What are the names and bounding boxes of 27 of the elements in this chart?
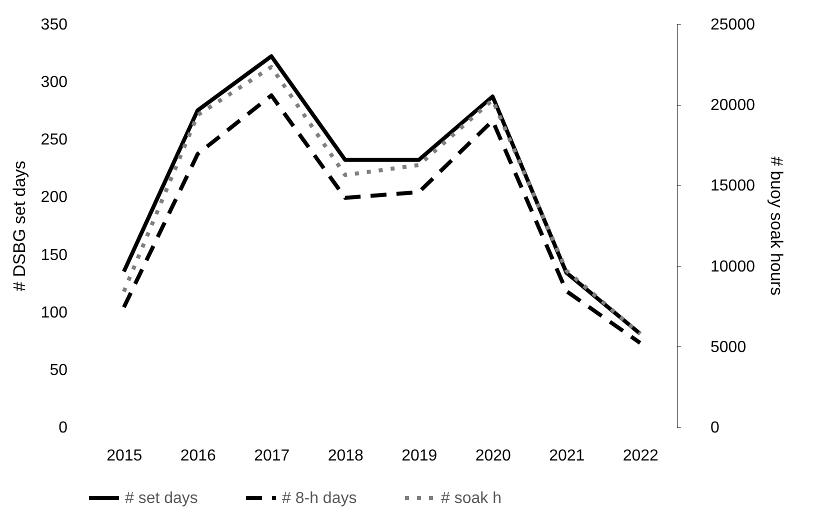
x-tick-label: 2016 <box>180 448 216 464</box>
x-tick-label: 2019 <box>402 448 438 464</box>
y-tick-label: 200 <box>40 189 68 206</box>
y-tick-label: 100 <box>40 304 68 322</box>
x-tick-label: 2017 <box>254 448 290 464</box>
y-tick-label: 0 <box>58 420 68 436</box>
y-tick-label: 350 <box>40 16 68 34</box>
legend-label: # set days <box>125 490 198 507</box>
y-axis-title: # DSBG set days <box>10 160 29 292</box>
x-tick-label: 2021 <box>549 448 585 464</box>
x-tick-label: 2020 <box>475 448 512 464</box>
y2-tick-label: 0 <box>710 420 720 436</box>
legend-label: # 8-h days <box>282 490 357 507</box>
x-tick-label: 2015 <box>106 448 142 464</box>
legend-label: # soak h <box>441 490 502 507</box>
y2-tick-label: 5000 <box>710 338 746 356</box>
y2-tick-label: 25000 <box>710 16 756 34</box>
y-tick-label: 50 <box>50 362 68 379</box>
y-tick-label: 250 <box>40 132 68 149</box>
y-tick-label: 150 <box>40 246 68 264</box>
y2-axis-title: # buoy soak hours <box>766 156 786 296</box>
x-tick-label: 2022 <box>622 448 659 464</box>
y-tick-label: 300 <box>40 74 68 92</box>
y2-tick-label: 15000 <box>710 178 756 195</box>
x-tick-label: 2018 <box>328 448 364 464</box>
y2-tick-label: 10000 <box>710 258 756 276</box>
y2-tick-label: 20000 <box>710 97 756 114</box>
